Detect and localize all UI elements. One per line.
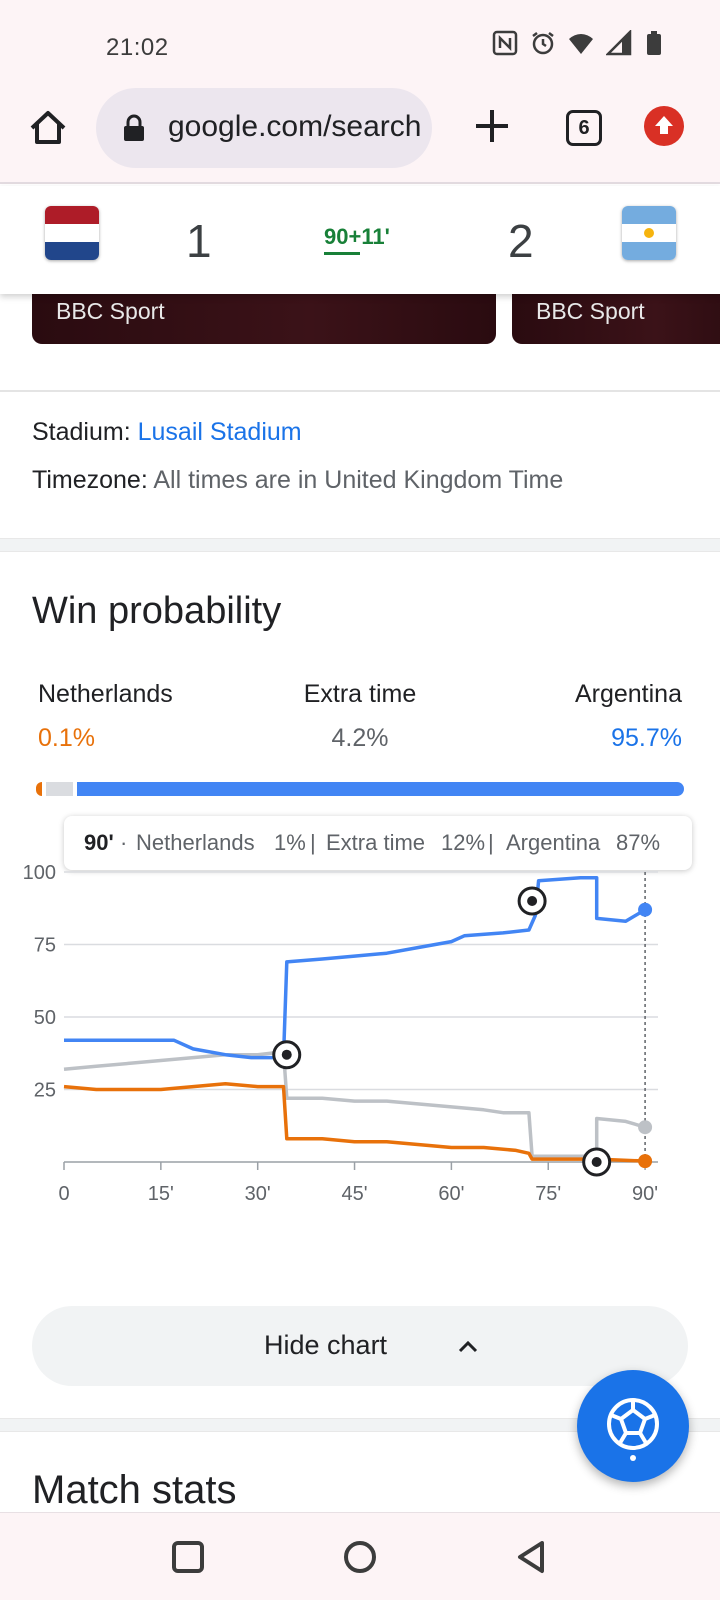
chevron-up-icon — [458, 1340, 478, 1353]
timezone-value: All times are in United Kingdom Time — [153, 466, 564, 494]
y-tick-label: 50 — [34, 1007, 56, 1029]
x-tick-label: 60' — [438, 1183, 464, 1205]
extra-time-probability-segment — [46, 782, 74, 796]
extra-time-pct: 4.2% — [331, 724, 389, 752]
video-card[interactable]: BBC Sport — [32, 294, 496, 344]
home-nav-icon[interactable] — [340, 1537, 380, 1577]
tooltip-away-value: 87% — [616, 830, 661, 855]
status-icons — [492, 28, 670, 56]
x-tick-label: 90' — [632, 1183, 658, 1205]
x-tick-label: 0 — [58, 1183, 69, 1205]
series-endpoint-extra-time — [638, 1120, 653, 1135]
recents-icon[interactable] — [168, 1537, 208, 1577]
timezone-label: Timezone: — [32, 466, 148, 494]
tooltip-home-label: Netherlands — [136, 830, 255, 855]
video-carousel: BBC Sport BBC Sport — [0, 294, 720, 390]
browser-toolbar: google.com/search 6 — [0, 88, 720, 184]
match-clock: 90+11' — [324, 224, 390, 249]
away-team-label: Argentina — [574, 680, 682, 708]
battery-icon — [644, 30, 670, 56]
x-tick-label: 15' — [148, 1183, 174, 1205]
goal-marker-center — [591, 1157, 602, 1167]
tooltip-draw-label: Extra time — [326, 830, 426, 855]
tab-switcher-button[interactable]: 6 — [566, 110, 602, 146]
series-endpoint-argentina — [638, 902, 653, 917]
away-probability-segment — [77, 782, 684, 796]
lock-icon — [124, 114, 144, 141]
video-source: BBC Sport — [56, 298, 165, 324]
tooltip-bar: | — [310, 830, 316, 855]
timezone-row: Timezone: All times are in United Kingdo… — [32, 466, 563, 495]
y-tick-label: 25 — [34, 1080, 56, 1102]
new-tab-icon[interactable] — [470, 104, 514, 148]
series-endpoint-netherlands — [638, 1154, 653, 1169]
win-probability-chart[interactable]: 25 50 75 100 0 15' 30' 45' 60' 75' 90' — [0, 860, 720, 1240]
live-indicator — [324, 252, 360, 255]
x-tick-label: 75' — [535, 1183, 561, 1205]
netherlands-flag — [45, 206, 99, 260]
away-score: 2 — [508, 215, 534, 267]
series-line-netherlands — [63, 1081, 646, 1163]
system-nav-bar — [0, 1512, 720, 1600]
away-win-pct: 95.7% — [611, 724, 682, 752]
hide-chart-label: Hide chart — [264, 1330, 388, 1360]
soccer-ball-icon — [607, 1398, 659, 1461]
home-probability-segment — [36, 782, 42, 796]
video-card[interactable]: BBC Sport — [512, 294, 720, 344]
alarm-icon — [530, 30, 556, 56]
goal-marker-center — [281, 1049, 292, 1060]
nfc-icon — [492, 30, 518, 56]
hide-chart-button[interactable]: Hide chart — [32, 1306, 688, 1386]
section-separator — [0, 538, 720, 552]
stadium-label: Stadium: — [32, 418, 131, 446]
y-tick-label: 75 — [34, 935, 56, 957]
home-team-label: Netherlands — [38, 680, 173, 708]
status-time: 21:02 — [106, 34, 169, 61]
home-icon[interactable] — [26, 106, 70, 150]
y-tick-label: 100 — [23, 862, 56, 884]
update-icon[interactable] — [644, 106, 684, 146]
status-bar: 21:02 — [0, 0, 720, 90]
tooltip-bar: | — [488, 830, 494, 855]
video-source: BBC Sport — [536, 298, 645, 324]
tooltip-draw-value: 12% — [441, 830, 486, 855]
url-text: google.com/search — [168, 110, 422, 143]
x-tick-label: 45' — [342, 1183, 368, 1205]
home-score: 1 — [186, 215, 212, 267]
x-tick-label: 30' — [245, 1183, 271, 1205]
probability-bar — [36, 782, 684, 796]
goal-marker-center — [527, 896, 538, 906]
tooltip-minute: 90' — [84, 830, 114, 855]
signal-icon — [604, 28, 632, 56]
back-icon[interactable] — [512, 1537, 552, 1577]
win-probability-title: Win probability — [32, 590, 282, 632]
argentina-flag — [622, 206, 676, 260]
divider — [0, 390, 720, 392]
sports-fab-button[interactable] — [577, 1370, 689, 1482]
match-stats-title: Match stats — [32, 1468, 237, 1512]
score-header[interactable]: 1 90+11' 2 — [0, 186, 720, 294]
chart-tooltip: 90' · Netherlands 1% | Extra time 12% | … — [64, 816, 692, 870]
series-line-argentina — [64, 876, 646, 1060]
wifi-icon — [568, 30, 594, 56]
section-separator — [0, 1418, 720, 1432]
tooltip-separator: · — [120, 830, 128, 855]
tooltip-home-value: 1% — [274, 830, 306, 855]
url-bar[interactable]: google.com/search — [96, 88, 432, 168]
stadium-row: Stadium: Lusail Stadium — [32, 418, 302, 447]
stadium-link[interactable]: Lusail Stadium — [137, 418, 302, 446]
home-win-pct: 0.1% — [38, 724, 95, 752]
extra-time-label: Extra time — [303, 680, 417, 708]
tooltip-away-label: Argentina — [506, 830, 601, 855]
